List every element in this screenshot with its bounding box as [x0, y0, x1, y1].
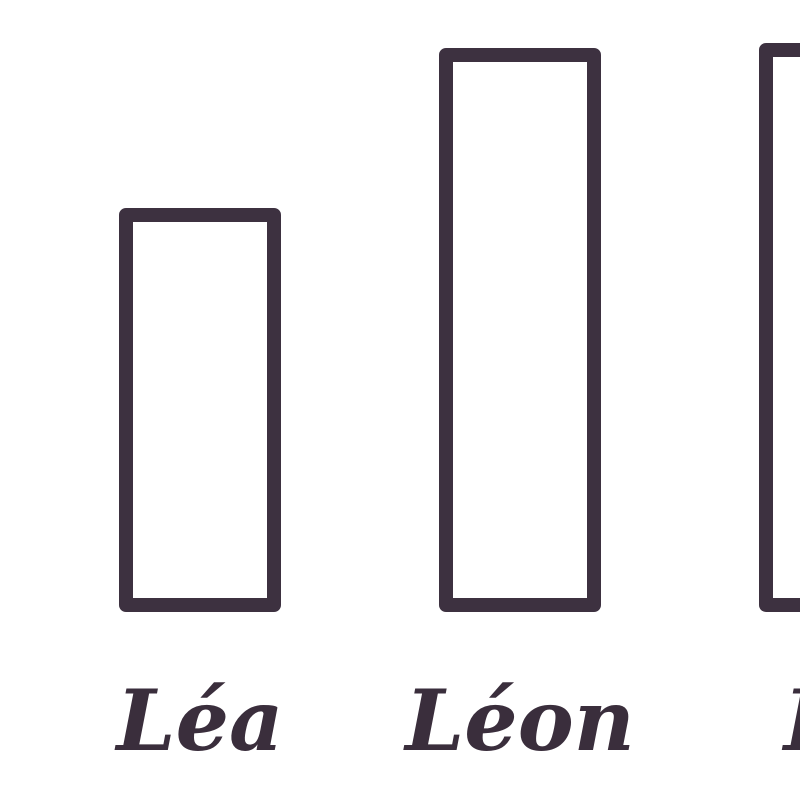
x-tick-label: Lé — [782, 671, 800, 770]
bar — [759, 43, 800, 612]
x-tick-label: Léa — [115, 671, 284, 770]
x-tick-label: Léon — [403, 671, 635, 770]
bar — [119, 208, 281, 612]
bar — [439, 48, 601, 612]
